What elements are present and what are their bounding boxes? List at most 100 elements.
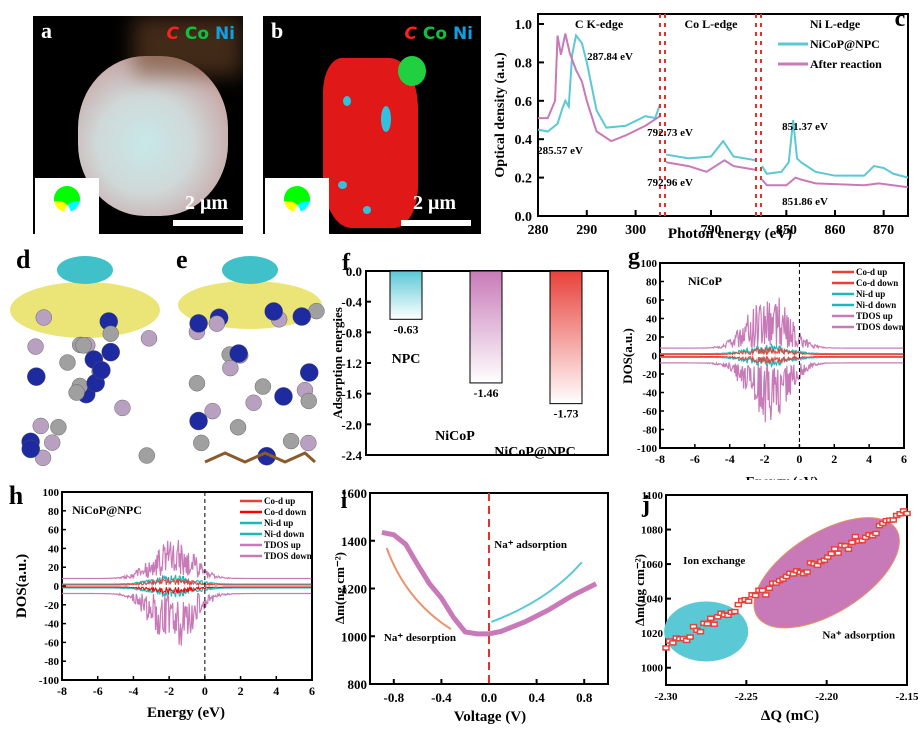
- series-co-d-up: [62, 577, 312, 587]
- plot-frame: [665, 494, 908, 686]
- category-label: NiCoP@NPC: [494, 445, 575, 460]
- legend-label: Co-d up: [856, 267, 887, 277]
- annotation-desorption: Na⁺ desorption: [384, 632, 456, 644]
- series-NiCoP@NPC: [665, 139, 757, 162]
- dos-title: NiCoP: [688, 274, 722, 288]
- structure-e: [178, 256, 325, 466]
- x-tick-label: 790: [701, 223, 722, 238]
- x-tick-label: -2: [164, 684, 174, 698]
- y-tick-label: -40: [642, 388, 657, 400]
- x-tick-label: -6: [93, 684, 103, 698]
- particle-b: [323, 58, 418, 228]
- x-tick-label: -2.15: [896, 691, 919, 703]
- data-point: [834, 550, 842, 556]
- legend-ni: Ni: [214, 24, 235, 44]
- x-tick-label: -2.20: [815, 691, 838, 703]
- panel-label-a: a: [41, 18, 52, 43]
- peak-annotation: 792.96 eV: [647, 177, 693, 189]
- rgb-venn-icon: [35, 178, 99, 234]
- peak-annotation: 851.86 eV: [782, 196, 828, 208]
- legend-label: Ni-d up: [856, 289, 885, 299]
- x-axis-label: Energy (eV): [746, 475, 819, 480]
- atom: [21, 439, 40, 459]
- data-point: [744, 598, 753, 604]
- y-tick-label: 1200: [341, 582, 367, 597]
- legend-label: TDOS down: [264, 551, 312, 561]
- x-tick-label: -0.8: [384, 690, 405, 705]
- data-point: [707, 615, 715, 622]
- x-tick-label: 0.4: [528, 690, 545, 705]
- y-tick-label: 100: [641, 258, 658, 270]
- atom: [50, 418, 67, 436]
- scale-label-b: 2 μm: [413, 192, 456, 214]
- y-tick-label: -80: [642, 425, 657, 437]
- panel-label-e: e: [176, 245, 188, 274]
- x-tick-label: 6: [901, 452, 907, 466]
- data-point: [844, 546, 853, 553]
- panel-label-g: g: [628, 244, 640, 270]
- atom: [245, 394, 262, 411]
- legend-label: TDOS up: [856, 311, 893, 321]
- atom: [101, 342, 120, 362]
- y-tick-label: 20: [48, 562, 60, 574]
- ni-spot: [381, 106, 391, 132]
- data-point: [803, 569, 811, 575]
- atom: [229, 344, 248, 363]
- series-ni-d-down: [660, 355, 904, 369]
- atom: [292, 307, 311, 326]
- series-mass-change: [381, 529, 598, 637]
- legend-label: NiCoP@NPC: [810, 37, 880, 51]
- peak-annotation: 792.73 eV: [647, 127, 693, 139]
- x-tick-label: -6: [690, 452, 700, 466]
- atom: [27, 338, 44, 355]
- data-point: [669, 640, 677, 646]
- data-point: [762, 592, 770, 598]
- y-tick-label: -20: [642, 369, 657, 381]
- y-tick-label: 1.0: [515, 18, 533, 33]
- y-tick-label: -2.0: [341, 417, 362, 432]
- atom: [188, 375, 206, 392]
- data-point: [765, 585, 774, 592]
- y-tick-label: 60: [48, 525, 60, 537]
- data-point: [848, 539, 856, 546]
- peak-annotation: 285.57 eV: [537, 145, 583, 157]
- bar-value-label: -1.73: [554, 407, 579, 421]
- adsorption-arrow: [491, 561, 583, 623]
- x-tick-label: 0.0: [481, 690, 497, 705]
- data-point: [751, 592, 760, 599]
- data-point: [731, 608, 739, 615]
- annotation-adsorption: Na⁺ adsorption: [494, 539, 567, 551]
- data-point: [872, 530, 880, 537]
- atoms-e: [188, 302, 325, 466]
- bar-value-label: -1.46: [474, 386, 499, 400]
- atom: [114, 399, 131, 417]
- data-point: [758, 587, 767, 594]
- bar-NiCoP@NPC: [549, 270, 583, 405]
- y-tick-label: 0: [54, 581, 60, 593]
- series-ni-d-up: [660, 342, 904, 356]
- y-tick-label: -0.8: [341, 325, 362, 340]
- atom: [59, 354, 76, 371]
- x-tick-label: 850: [776, 223, 797, 238]
- bar-value-label: -0.63: [394, 322, 419, 336]
- series-After reaction: [538, 33, 661, 143]
- eds-map-a: a C Co Ni 2 μm: [33, 16, 243, 234]
- peak-annotation: 287.84 eV: [587, 51, 633, 63]
- atom: [274, 387, 293, 406]
- data-point: [696, 628, 705, 635]
- series-tdos-down: [659, 361, 904, 423]
- y-tick-label: 800: [348, 677, 368, 692]
- y-tick-label: 40: [48, 543, 60, 555]
- atom: [282, 432, 300, 450]
- rgb-venn-icon: [265, 178, 329, 234]
- data-point: [830, 546, 839, 552]
- y-tick-label: 1000: [641, 663, 664, 675]
- x-tick-label: -2: [760, 452, 770, 466]
- x-tick-label: 0: [796, 452, 802, 466]
- series-co-d-down: [62, 585, 312, 595]
- atom: [92, 361, 111, 380]
- atom: [102, 325, 119, 342]
- atom: [254, 378, 272, 395]
- data-point: [686, 634, 694, 640]
- y-tick-label: -60: [44, 637, 59, 649]
